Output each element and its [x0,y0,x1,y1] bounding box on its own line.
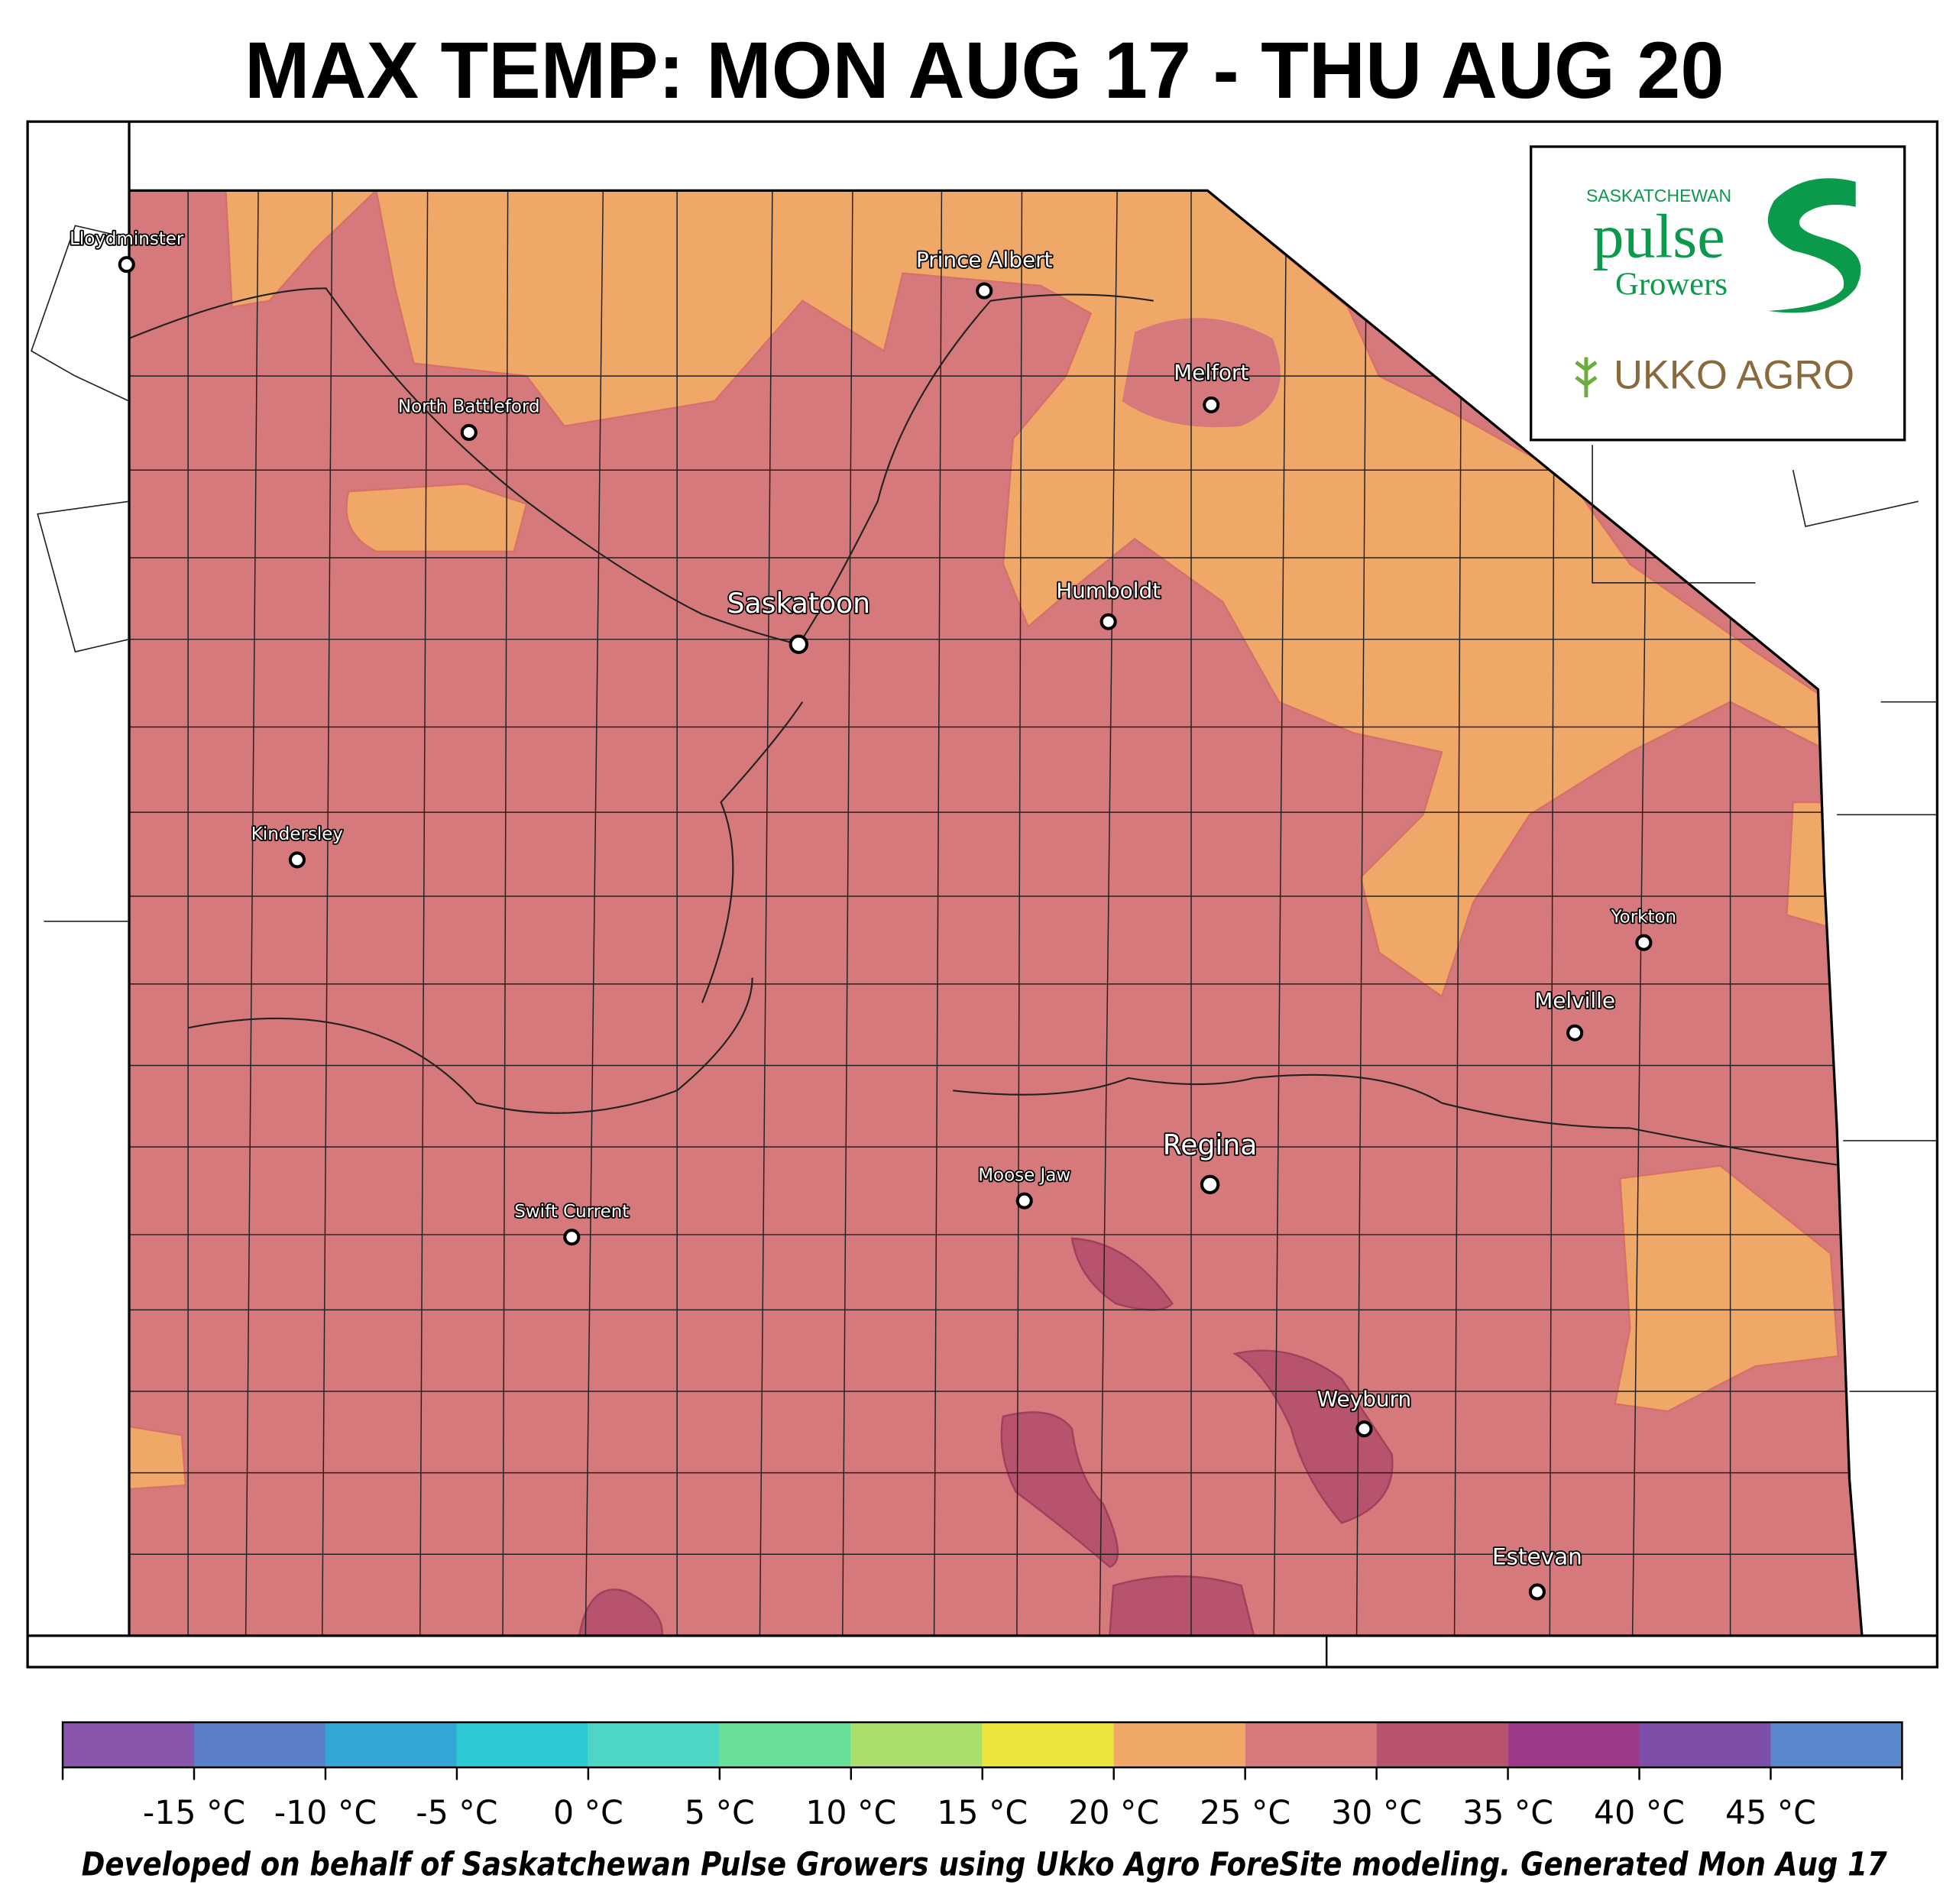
colorbar-segment [325,1722,457,1768]
logo-mark [1575,357,1598,398]
colorbar-segment [588,1722,720,1768]
colorbar-tick-label: 40 °C [1594,1794,1685,1832]
county-line [585,190,604,1636]
logo-text: Growers [1615,267,1728,303]
city-label: Yorkton [1611,907,1676,927]
city-dot [1200,1174,1220,1195]
city-dot [460,423,478,442]
county-line [1273,190,1287,1636]
city-label: Melfort [1174,360,1248,385]
field-30-35 [578,1588,663,1636]
colorbar-segment [982,1722,1114,1768]
county-line [759,190,773,1636]
county-line [419,190,429,1636]
colorbar-segment [194,1722,325,1768]
cities: Lloydminster Prince Albert Melfort North Ba… [68,228,1678,1601]
colorbar-tick-label: 5 °C [685,1794,755,1832]
colorbar-segment [1376,1722,1508,1768]
county-line [244,190,259,1636]
neighbour-borders [31,225,1938,1392]
colorbar-segment [850,1722,983,1768]
city-label: Estevan [1492,1543,1582,1569]
colorbar-tick-label: -15 °C [143,1794,245,1832]
colorbar-segment [719,1722,851,1768]
colorbar-tick-label: 20 °C [1068,1794,1159,1832]
city-label: Swift Current [514,1202,629,1222]
province-border [129,189,1864,1637]
field-20-25 [345,483,528,553]
city-dot [1635,934,1653,951]
title: MAX TEMP: MON AUG 17 - THU AUG 20 [244,26,1724,115]
logo: SASKATCHEWAN pulse Growers UKKO AGRO [1530,145,1906,442]
city-dot [563,1229,581,1246]
field-20-25 [374,190,1832,999]
city-label: Melville [1534,988,1615,1013]
city-label: Moose Jaw [978,1165,1070,1185]
county-line [1355,190,1368,1636]
field-20-25 [1614,1164,1840,1413]
city-label: Weyburn [1317,1387,1412,1412]
colorbar-segment [63,1722,195,1768]
county-line [933,190,943,1636]
field-30-35 [1108,1575,1255,1636]
county-line [842,190,853,1636]
field-20-25 [129,1425,187,1491]
city-dot [1015,1192,1033,1209]
city-label: Saskatoon [727,588,870,620]
field-20-25 [225,190,379,309]
colorbar-tick-label: 10 °C [805,1794,896,1832]
logo-mark [1767,178,1861,313]
colorbar-tick-label: 45 °C [1725,1794,1816,1832]
county-line [322,190,333,1636]
city-dot [1203,396,1220,413]
colorbar-tick-label: 25 °C [1200,1794,1291,1832]
city-label: Lloydminster [70,229,184,249]
city-label: Kindersley [251,824,343,844]
city-label: Prince Albert [916,247,1053,272]
city-dot [118,256,135,274]
county-lines [129,190,1862,1636]
colorbar-tick-label: 30 °C [1331,1794,1422,1832]
city-label: Regina [1163,1129,1258,1161]
county-line [1453,190,1463,1636]
field-25-30 [1122,318,1281,428]
city-dot [1566,1024,1584,1041]
colorbar-segment [1507,1722,1640,1768]
city-dot [1355,1420,1373,1438]
colorbar-tick-label: -10 °C [274,1794,377,1832]
colorbar-tick-label: 0 °C [553,1794,623,1832]
city-dot [288,851,306,869]
colorbar-segment [1113,1722,1245,1768]
footer: Developed on behalf of Saskatchewan Puls… [82,1845,1887,1883]
city-label: North Battleford [398,397,540,417]
logo-text: pulse [1593,201,1725,270]
field-30-35 [1232,1349,1394,1524]
colorbar-tick-label: -5 °C [416,1794,497,1832]
county-line [1016,190,1023,1636]
colorbar-segment [1245,1722,1377,1768]
colorbar-tick-label: 35 °C [1462,1794,1553,1832]
county-line [502,190,509,1636]
colorbar-segment [1639,1722,1771,1768]
colorbar-tick-label: 15 °C [937,1794,1028,1832]
colorbar-segment [1770,1722,1903,1768]
city-dot [1528,1583,1546,1601]
city-label: Humboldt [1056,578,1161,604]
colorbar: -15 °C -10 °C -5 °C 0 °C 5 °C 10 °C 15 °C 20 °C… [61,1721,1903,1832]
county-line [1099,190,1118,1636]
logo-text: UKKO AGRO [1614,353,1854,398]
city-dot [1099,613,1117,630]
rivers [129,287,1844,1167]
colorbar-segment [456,1722,588,1768]
city-dot [976,282,993,300]
logo-text: SASKATCHEWAN [1586,186,1731,206]
city-dot [789,634,809,654]
